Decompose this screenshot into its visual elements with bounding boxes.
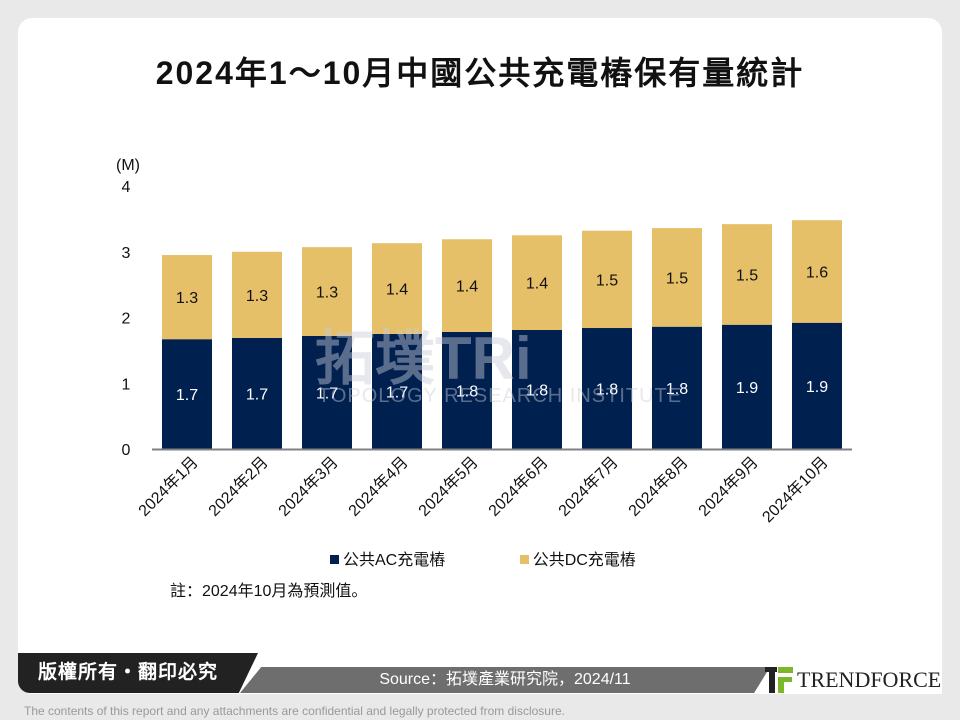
data-label: 1.7 [176,387,198,404]
data-label: 1.4 [456,279,478,296]
x-tick-label: 2024年2月 [205,453,272,520]
bar-segment-ac [652,326,702,449]
data-label: 1.8 [596,382,618,399]
data-label: 1.3 [176,290,198,307]
bar-segment-ac [232,337,282,449]
y-axis-unit: (M) [116,157,140,174]
x-tick-label: 2024年9月 [695,453,762,520]
data-label: 1.9 [806,379,828,396]
data-label: 1.5 [666,270,688,287]
disclaimer: The contents of this report and any atta… [24,704,565,718]
bar-segment-dc [582,230,632,329]
legend-label-dc: 公共DC充電樁 [532,552,636,569]
y-tick-label: 4 [122,179,131,196]
data-label: 1.7 [316,385,338,402]
legend: 公共AC充電樁 公共DC充電樁 [330,546,636,570]
bar-segment-dc [162,255,212,340]
bar-segment-dc [722,224,772,325]
data-label: 1.9 [736,380,758,397]
bar-segment-dc [232,251,282,338]
y-tick-label: 3 [122,245,131,262]
data-label: 1.4 [526,276,548,293]
bar-segment-ac [302,335,352,449]
bar-segment-dc [512,235,562,330]
logo-background [760,636,942,694]
bar-segment-ac [372,333,422,449]
data-label: 1.5 [596,272,618,289]
chart-title: 2024年1～10月中國公共充電樁保有量統計 [155,55,805,91]
stacked-bar-chart: (M) 0 1 2 3 4 1.7 1.3 2024年1月 1.7 1.3 2024年2月 1.7 1.3… [116,157,852,526]
bar-segment-dc [792,220,842,323]
x-tick-label: 2024年6月 [485,453,552,520]
data-label: 1.3 [246,288,268,305]
bar-segment-ac [512,329,562,449]
x-tick-label: 2024年8月 [625,453,692,520]
bar-segment-dc [442,239,492,332]
trendforce-logo: TRENDFORCE [765,667,941,693]
x-tick-label: 2024年7月 [555,453,622,520]
legend-label-ac: 公共AC充電樁 [343,552,446,569]
y-tick-label: 2 [122,311,131,328]
legend-swatch-dc [519,555,529,564]
x-tick-label: 2024年1月 [135,453,202,520]
x-tick-label: 2024年3月 [275,453,342,520]
data-label: 1.8 [526,382,548,399]
data-label: 1.7 [246,386,268,403]
legend-item-dc: 公共DC充電樁 [519,552,636,569]
data-label: 1.4 [386,282,408,299]
bar-segment-ac [722,324,772,449]
data-label: 1.5 [736,267,758,284]
data-label: 1.8 [666,381,688,398]
data-label: 1.6 [806,264,828,281]
y-tick-label: 1 [122,376,131,393]
y-tick-label: 0 [122,442,131,459]
data-label: 1.8 [456,383,478,400]
x-tick-label: 2024年5月 [415,453,482,520]
trendforce-logo-icon [765,667,793,693]
source-banner: Source：拓墣產業研究院，2024/11 [240,667,770,693]
bar-segment-ac [582,328,632,449]
legend-swatch-ac [330,555,339,564]
data-label: 1.7 [386,384,408,401]
copyright-banner: 版權所有・翻印必究 [18,653,258,693]
footnote: 註：2024年10月為預測值。 [170,583,368,600]
source-text: Source：拓墣產業研究院，2024/11 [379,671,631,688]
bar-segment-ac [442,331,492,449]
x-tick-label: 2024年4月 [345,453,412,520]
data-label: 1.3 [316,285,338,302]
bar-segment-ac [162,339,212,449]
bar-segment-dc [372,243,422,334]
legend-item-ac: 公共AC充電樁 [330,552,445,569]
bar-segment-ac [792,322,842,449]
x-tick-label: 2024年10月 [759,453,832,526]
trendforce-logo-text: TRENDFORCE [797,667,942,692]
bar-segment-dc [302,247,352,336]
bar-segment-dc [652,228,702,327]
